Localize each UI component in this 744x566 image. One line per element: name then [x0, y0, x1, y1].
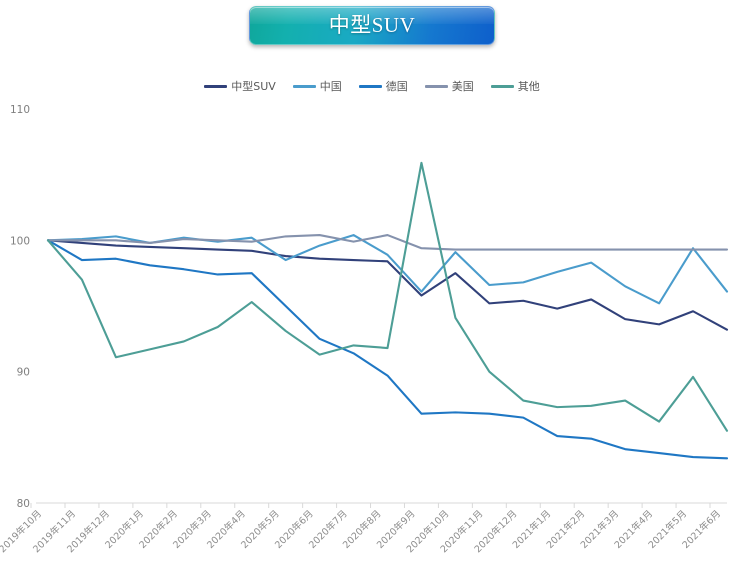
legend-color-swatch — [358, 84, 382, 88]
legend-color-swatch — [204, 84, 228, 88]
chart-title-text: 中型SUV — [328, 13, 416, 37]
y-axis-tick-label: 100 — [10, 235, 30, 247]
y-axis-tick-label: 90 — [17, 367, 30, 379]
legend-item-label: 其他 — [517, 80, 540, 93]
series-line-德国[interactable] — [46, 239, 729, 460]
series-line-美国[interactable] — [46, 234, 729, 251]
legend-item-label: 中国 — [319, 80, 342, 93]
legend-color-swatch — [424, 84, 448, 88]
legend-item-label: 德国 — [385, 80, 408, 93]
chart-title-button[interactable]: 中型SUV — [249, 6, 495, 45]
series-line-中型SUV[interactable] — [46, 239, 729, 331]
legend-color-swatch — [292, 84, 316, 88]
legend-item-label: 美国 — [451, 80, 474, 93]
legend-item[interactable]: 其他 — [490, 78, 540, 94]
legend-item[interactable]: 中型SUV — [204, 78, 276, 94]
legend-item[interactable]: 德国 — [358, 78, 408, 94]
x-axis-tick-labels: 2019年10月2019年11月2019年12月2020年1月2020年2月20… — [0, 508, 723, 556]
chart-legend: 中型SUV 中国 德国 美国 其他 — [0, 78, 744, 94]
y-axis-tick-labels: 80 90 100 110 — [10, 104, 30, 510]
legend-item[interactable]: 美国 — [424, 78, 474, 94]
data-series-group — [46, 161, 729, 460]
x-axis — [30, 502, 727, 508]
legend-item-label: 中型SUV — [231, 80, 276, 93]
y-axis-tick-label: 110 — [10, 104, 30, 116]
legend-item[interactable]: 中国 — [292, 78, 342, 94]
y-axis-tick-label: 80 — [17, 498, 30, 510]
series-line-中国[interactable] — [46, 234, 729, 305]
legend-color-swatch — [490, 84, 514, 88]
series-line-其他[interactable] — [46, 161, 729, 432]
